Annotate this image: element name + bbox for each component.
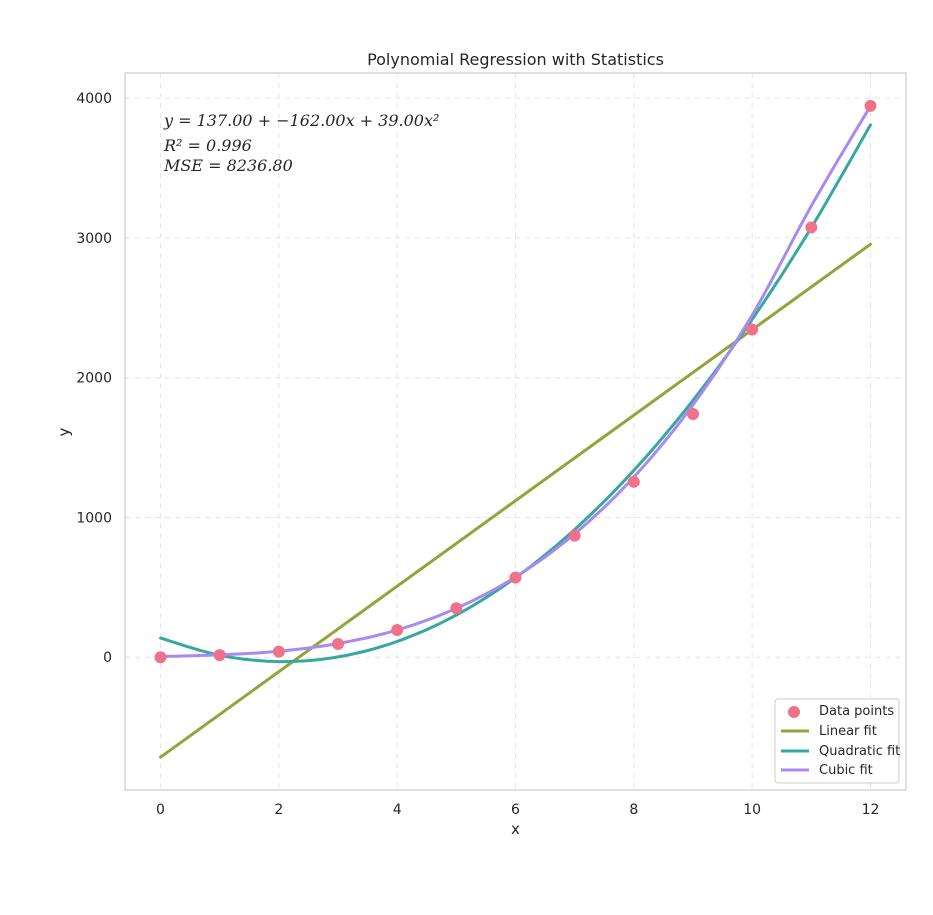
data-point-5	[450, 602, 463, 615]
legend-label-quadratic-fit: Quadratic fit	[819, 744, 900, 759]
data-point-6	[509, 571, 522, 584]
legend-label-linear-fit: Linear fit	[819, 724, 877, 739]
data-points	[154, 99, 877, 664]
data-point-12	[864, 99, 877, 112]
y-axis-label: y	[55, 427, 73, 436]
y-tick-label-2000: 2000	[76, 371, 112, 387]
grid-lines	[125, 73, 906, 790]
data-point-1	[213, 649, 226, 662]
x-tick-label-6: 6	[511, 802, 520, 818]
x-tick-label-8: 8	[629, 802, 638, 818]
y-tick-label-3000: 3000	[76, 231, 112, 247]
r-squared-annotation: R² = 0.996	[163, 136, 252, 155]
axis-ticks: 0 2 4 6 8 10 12 0 1000 2000 3000 4000	[76, 91, 879, 818]
x-tick-label-0: 0	[156, 802, 165, 818]
y-tick-label-0: 0	[103, 650, 112, 666]
legend-marker-data-points	[788, 706, 800, 718]
legend-label-cubic-fit: Cubic fit	[819, 763, 873, 778]
x-tick-label-12: 12	[862, 802, 880, 818]
data-point-4	[391, 623, 404, 636]
data-point-3	[332, 637, 344, 650]
data-point-9	[687, 408, 699, 421]
x-tick-label-10: 10	[743, 802, 761, 818]
mse-annotation: MSE = 8236.80	[163, 156, 293, 175]
data-point-2	[272, 645, 285, 658]
y-tick-label-4000: 4000	[76, 91, 112, 107]
data-point-11	[805, 221, 818, 234]
x-tick-label-4: 4	[393, 802, 402, 818]
x-tick-label-2: 2	[274, 802, 283, 818]
data-point-10	[746, 323, 759, 336]
legend-label-data-points: Data points	[819, 704, 894, 719]
plot-area-frame	[124, 72, 907, 791]
data-point-7	[568, 529, 581, 542]
chart-title: Polynomial Regression with Statistics	[367, 50, 664, 69]
legend-box	[774, 698, 900, 784]
x-axis-label: x	[511, 820, 520, 838]
equation-annotation: y = 137.00 + −162.00x + 39.00x²	[163, 111, 439, 130]
y-tick-label-1000: 1000	[76, 510, 112, 526]
legend: Data points Linear fit Quadratic fit Cub…	[774, 698, 900, 784]
data-point-0	[154, 651, 167, 664]
data-point-8	[627, 475, 640, 488]
